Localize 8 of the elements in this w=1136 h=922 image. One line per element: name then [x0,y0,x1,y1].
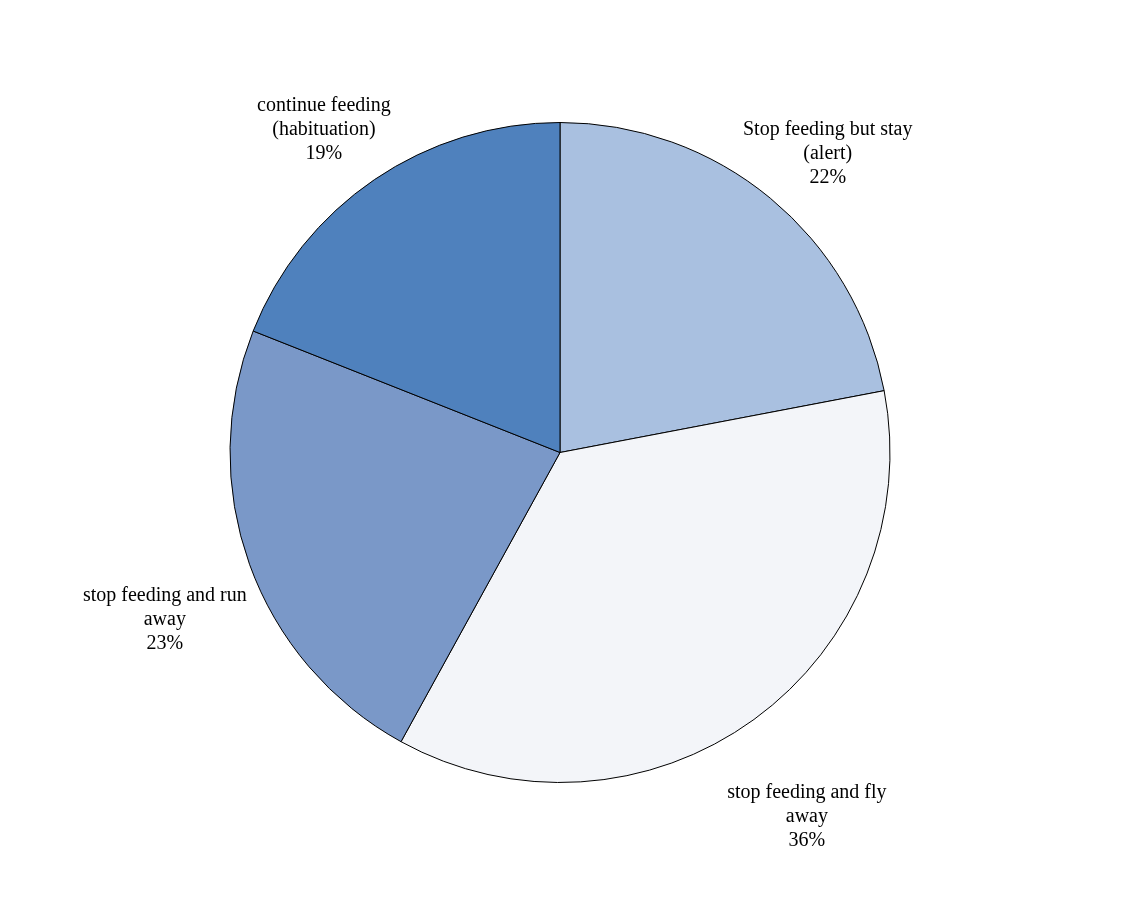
data-label: 19% [305,141,343,164]
data-label: 23% [146,630,184,653]
data-label: 22% [809,164,847,187]
slice-label: continue feeding (habituation) [257,93,391,141]
slice-label: stop feeding and run away [82,582,247,630]
slice-label: Stop feeding but stay (alert) [743,116,913,164]
slice-label: stop feeding and fly away [727,780,887,828]
data-label: 36% [788,828,826,851]
